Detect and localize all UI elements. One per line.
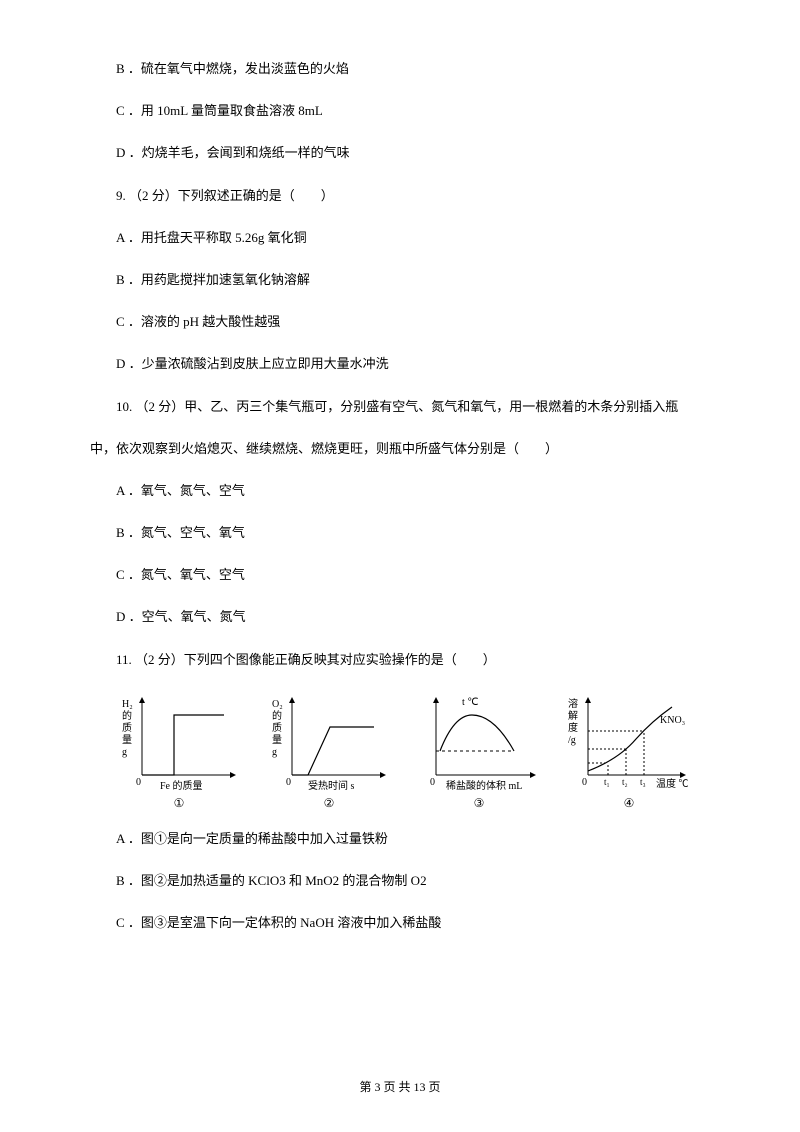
- chart-1-svg: H₂ 的 质 量 g 0 Fe 的质量: [114, 693, 244, 793]
- chart4-xlabel: 温度 ℃: [656, 777, 689, 790]
- chart2-yl3: 量: [272, 734, 282, 746]
- svg-text:0: 0: [430, 777, 435, 788]
- q9-option-c: C ．溶液的 pH 越大酸性越强: [90, 313, 710, 331]
- chart2-yl1: 的: [272, 709, 282, 722]
- q9-stem: 9. （2 分）下列叙述正确的是（ ）: [90, 187, 710, 205]
- chart1-yl2: 质: [122, 722, 132, 734]
- q11-option-b: B ．图②是加热适量的 KClO3 和 MnO2 的混合物制 O2: [90, 872, 710, 890]
- q10-stem-part1: 10. （2 分）甲、乙、丙三个集气瓶可，分别盛有空气、氮气和氧气，用一根燃着的…: [90, 398, 710, 416]
- charts-row: H₂ 的 质 量 g 0 Fe 的质量 ① O₂ 的 质: [114, 693, 710, 812]
- chart1-yl1: 的: [122, 709, 132, 722]
- chart4-num: ④: [624, 795, 635, 812]
- chart-3: t ℃ 0 稀盐酸的体积 mL ③: [414, 693, 544, 812]
- q10-option-b: B ．氮气、空气、氧气: [90, 524, 710, 542]
- q10-option-a: A ．氧气、氮气、空气: [90, 482, 710, 500]
- chart3-xlabel: 稀盐酸的体积 mL: [446, 779, 522, 792]
- svg-text:0: 0: [136, 777, 141, 788]
- chart-1: H₂ 的 质 量 g 0 Fe 的质量 ①: [114, 693, 244, 812]
- chart-2-svg: O₂ 的 质 量 g 0 受热时间 s: [264, 693, 394, 793]
- chart4-t2: t₂: [622, 777, 628, 787]
- chart3-num: ③: [474, 795, 485, 812]
- chart2-num: ②: [324, 795, 335, 812]
- q11-option-a: A ．图①是向一定质量的稀盐酸中加入过量铁粉: [90, 830, 710, 848]
- chart4-yl3: /g: [568, 735, 576, 746]
- chart-3-svg: t ℃ 0 稀盐酸的体积 mL: [414, 693, 544, 793]
- chart4-yl1: 解: [568, 709, 578, 722]
- option-b: B ．硫在氧气中燃烧，发出淡蓝色的火焰: [90, 60, 710, 78]
- q10-option-d: D ．空气、氧气、氮气: [90, 608, 710, 626]
- page-footer: 第 3 页 共 13 页: [0, 1079, 800, 1096]
- q10-stem-part2: 中，依次观察到火焰熄灭、继续燃烧、燃烧更旺，则瓶中所盛气体分别是（ ）: [90, 440, 710, 458]
- svg-text:0: 0: [582, 777, 587, 788]
- exam-page: B ．硫在氧气中燃烧，发出淡蓝色的火焰 C ．用 10mL 量筒量取食盐溶液 8…: [0, 0, 800, 976]
- chart1-yl0: H₂: [122, 699, 133, 710]
- chart2-yl0: O₂: [272, 699, 283, 710]
- q10-option-c: C ．氮气、氧气、空气: [90, 566, 710, 584]
- q11-option-c: C ．图③是室温下向一定体积的 NaOH 溶液中加入稀盐酸: [90, 914, 710, 932]
- chart-4-svg: 溶 解 度 /g 0 KNO₃ t₁ t₂: [564, 693, 694, 793]
- chart2-yl2: 质: [272, 722, 282, 734]
- chart4-yl2: 度: [568, 721, 578, 734]
- chart1-yl3: 量: [122, 734, 132, 746]
- chart1-num: ①: [174, 795, 185, 812]
- chart3-ylabel: t ℃: [462, 697, 479, 708]
- chart4-t3: t₃: [640, 777, 646, 787]
- chart4-yl0: 溶: [568, 697, 578, 710]
- chart1-xlabel: Fe 的质量: [160, 779, 203, 792]
- q9-option-b: B ．用药匙搅拌加速氢氧化钠溶解: [90, 271, 710, 289]
- svg-text:0: 0: [286, 777, 291, 788]
- option-c: C ．用 10mL 量筒量取食盐溶液 8mL: [90, 102, 710, 120]
- chart2-yl4: g: [272, 747, 277, 758]
- q9-option-a: A ．用托盘天平称取 5.26g 氧化铜: [90, 229, 710, 247]
- option-d: D ．灼烧羊毛，会闻到和烧纸一样的气味: [90, 144, 710, 162]
- chart1-yl4: g: [122, 747, 127, 758]
- q11-stem: 11. （2 分）下列四个图像能正确反映其对应实验操作的是（ ）: [90, 651, 710, 669]
- chart-4: 溶 解 度 /g 0 KNO₃ t₁ t₂: [564, 693, 694, 812]
- chart2-xlabel: 受热时间 s: [308, 779, 354, 792]
- chart4-curve-label: KNO₃: [660, 715, 685, 726]
- chart-2: O₂ 的 质 量 g 0 受热时间 s ②: [264, 693, 394, 812]
- q9-option-d: D ．少量浓硫酸沾到皮肤上应立即用大量水冲洗: [90, 355, 710, 373]
- chart4-t1: t₁: [604, 777, 610, 787]
